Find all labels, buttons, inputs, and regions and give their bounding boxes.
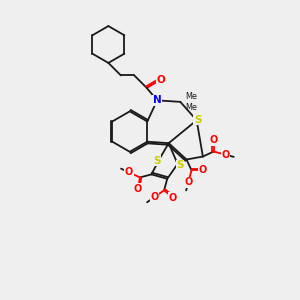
Text: S: S <box>176 160 184 170</box>
Text: O: O <box>184 177 193 187</box>
Text: O: O <box>125 167 133 177</box>
Text: O: O <box>169 193 177 202</box>
Text: N: N <box>153 95 161 105</box>
Text: O: O <box>221 150 230 160</box>
Text: Me: Me <box>185 103 197 112</box>
Text: S: S <box>194 115 201 125</box>
Text: Me: Me <box>185 92 197 101</box>
Text: O: O <box>156 75 165 85</box>
Text: O: O <box>134 184 142 194</box>
Text: S: S <box>153 156 160 166</box>
Text: O: O <box>209 135 218 145</box>
Text: O: O <box>199 165 207 175</box>
Text: O: O <box>150 192 158 202</box>
